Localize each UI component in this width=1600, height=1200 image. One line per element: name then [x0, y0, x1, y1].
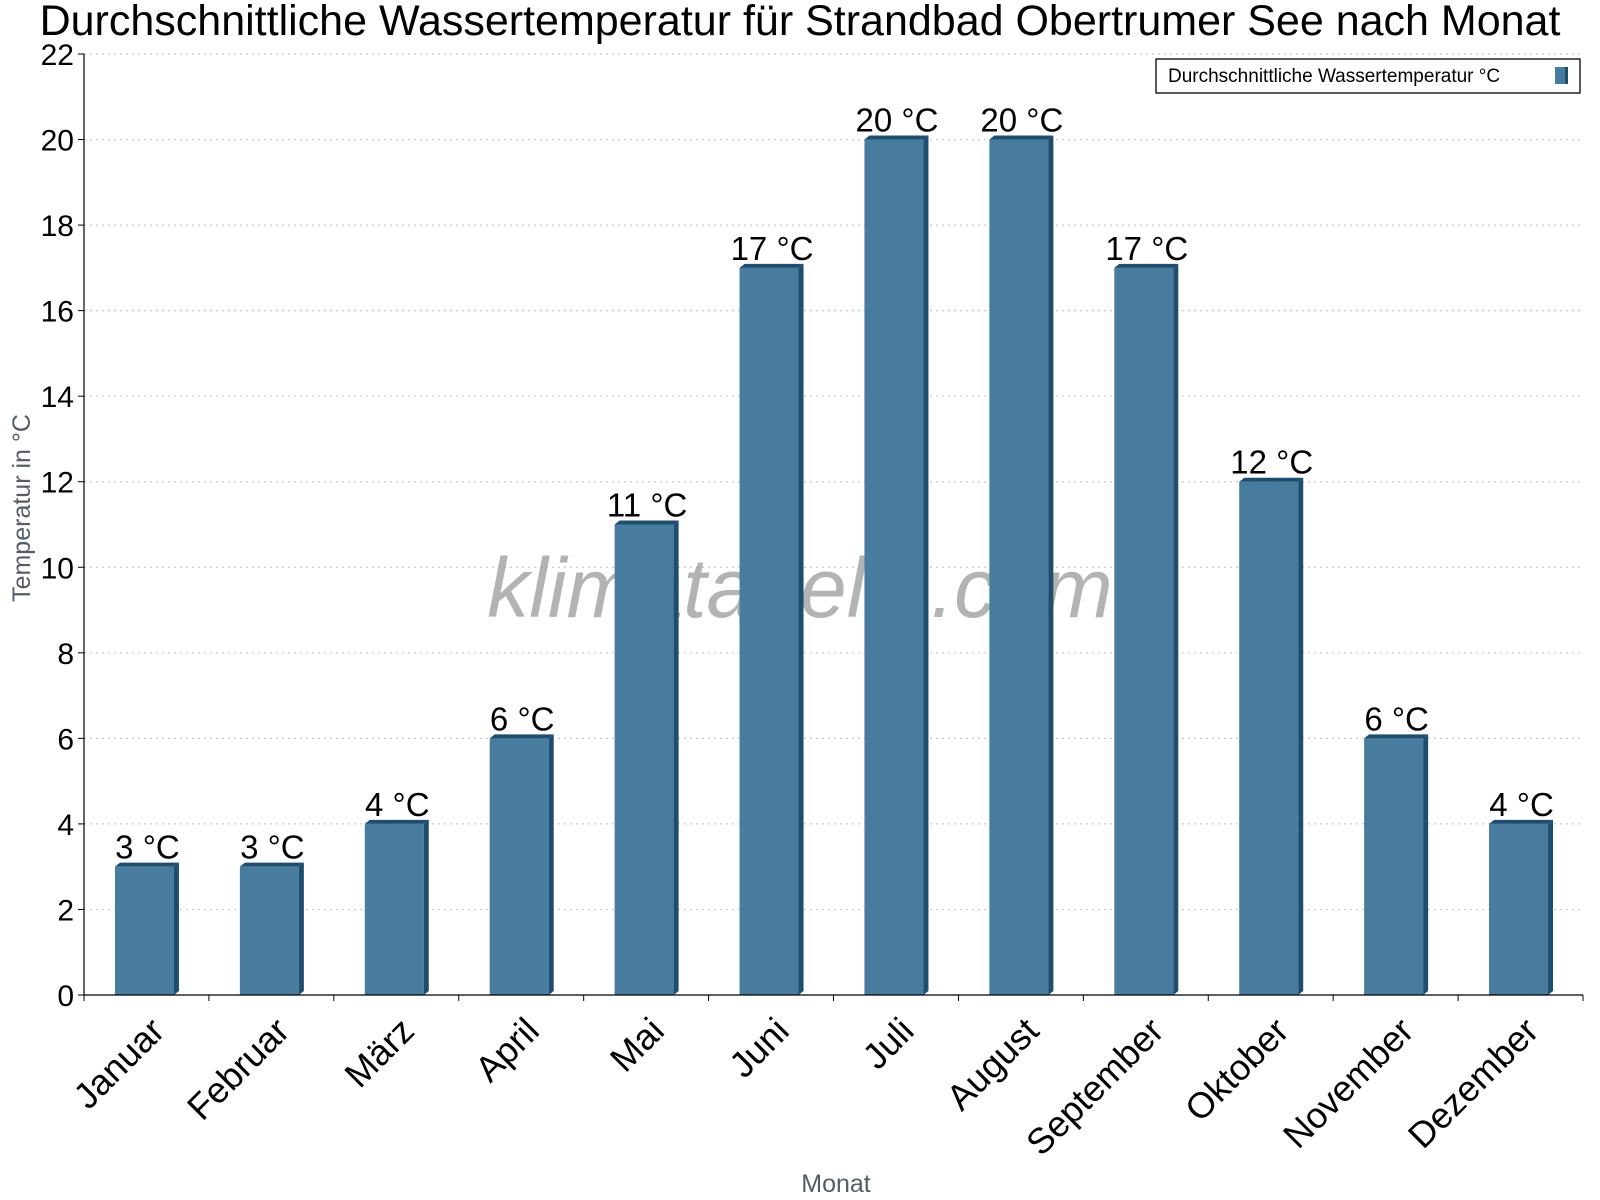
- bar: [614, 520, 679, 995]
- x-tick-label: Juli: [854, 1010, 921, 1077]
- bar: [239, 862, 304, 995]
- data-label: 11 °C: [607, 487, 687, 524]
- bar: [864, 135, 929, 995]
- y-tick-label: 2: [57, 894, 74, 927]
- bar-face: [364, 823, 424, 995]
- x-tick-label: April: [467, 1010, 547, 1090]
- data-label: 4 °C: [365, 786, 430, 823]
- bar-face: [1114, 267, 1174, 995]
- x-tick-label: November: [1275, 1010, 1421, 1156]
- data-label: 3 °C: [115, 829, 180, 866]
- x-tick-label: Juni: [721, 1010, 797, 1086]
- y-tick-label: 12: [41, 467, 74, 500]
- chart-title: Durchschnittliche Wassertemperatur für S…: [40, 0, 1561, 45]
- y-tick-label: 18: [41, 210, 74, 243]
- bar: [1364, 734, 1429, 995]
- y-tick-label: 16: [41, 296, 74, 329]
- y-tick-label: 8: [57, 638, 74, 671]
- bar-face: [239, 866, 299, 995]
- legend: Durchschnittliche Wassertemperatur °C: [1155, 58, 1581, 94]
- data-label: 6 °C: [490, 700, 555, 737]
- bar-top: [239, 862, 304, 867]
- y-tick-label: 22: [41, 39, 74, 72]
- bar: [1114, 263, 1179, 995]
- bar-side: [173, 862, 179, 995]
- bar-face: [864, 139, 924, 995]
- x-tick-label: Februar: [179, 1010, 297, 1128]
- bar: [739, 263, 804, 995]
- y-tick-label: 4: [57, 809, 74, 842]
- bar-top: [614, 520, 679, 525]
- y-tick-label: 14: [41, 381, 74, 414]
- bar: [1489, 819, 1554, 995]
- bar-top: [864, 135, 929, 140]
- x-tick-label: Januar: [65, 1010, 172, 1117]
- bar: [1239, 477, 1304, 995]
- y-tick-label: 6: [57, 723, 74, 756]
- data-label: 3 °C: [240, 829, 305, 866]
- data-labels: 3 °C 3 °C 4 °C 6 °C 11 °C 17 °C 20 °C 20 °C 17 °…: [115, 102, 1554, 866]
- bar-top: [489, 734, 554, 739]
- y-tick-label: 0: [57, 980, 74, 1013]
- data-label: 17 °C: [1105, 230, 1188, 267]
- bar-top: [1489, 819, 1554, 824]
- bar: [114, 862, 179, 995]
- x-tick-label: Oktober: [1177, 1010, 1297, 1130]
- legend-swatch-side: [1565, 67, 1568, 84]
- bar-side: [1423, 734, 1429, 995]
- bar-top: [1114, 263, 1179, 268]
- bar: [989, 135, 1054, 995]
- bar-top: [1364, 734, 1429, 739]
- bar-face: [1364, 738, 1424, 995]
- x-tick-label: Dezember: [1400, 1010, 1546, 1156]
- axes: [78, 53, 1584, 1001]
- bar-top: [114, 862, 179, 867]
- bar-top: [739, 263, 804, 268]
- data-label: 20 °C: [980, 102, 1063, 139]
- x-tick-label: September: [1018, 1010, 1172, 1164]
- bar-face: [1239, 481, 1299, 995]
- bar-face: [114, 866, 174, 995]
- data-label: 17 °C: [731, 230, 814, 267]
- legend-label: Durchschnittliche Wassertemperatur °C: [1168, 66, 1500, 87]
- y-tick-label: 20: [41, 125, 74, 158]
- grid-lines: [84, 53, 1583, 911]
- bar-side: [1548, 819, 1554, 995]
- data-label: 4 °C: [1489, 786, 1554, 823]
- bar-face: [1489, 823, 1549, 995]
- legend-box: [1155, 58, 1581, 94]
- data-label: 20 °C: [856, 102, 939, 139]
- y-tick-label: 10: [41, 552, 74, 585]
- bar: [364, 819, 429, 995]
- x-tick-label: Mai: [602, 1010, 672, 1080]
- bar-side: [298, 862, 304, 995]
- bar-top: [1239, 477, 1304, 482]
- bar-side: [1298, 477, 1304, 995]
- x-tick-label: August: [938, 1010, 1046, 1118]
- bar-face: [989, 139, 1049, 995]
- data-label: 12 °C: [1230, 444, 1313, 481]
- bar-top: [989, 135, 1054, 140]
- x-tick-labels: Januar Februar März April Mai Juni Juli AugustS…: [65, 1010, 1546, 1164]
- y-axis-title: Temperatur in °C: [8, 414, 36, 602]
- x-axis-title: Monat: [801, 1170, 871, 1198]
- bar-side: [923, 135, 929, 995]
- bar-face: [739, 267, 799, 995]
- bar-face: [614, 524, 674, 995]
- bar-side: [673, 520, 679, 995]
- bar-side: [798, 263, 804, 995]
- bar-side: [548, 734, 554, 995]
- bar-top: [364, 819, 429, 824]
- legend-swatch: [1555, 67, 1565, 84]
- x-tick-label: März: [336, 1010, 422, 1096]
- y-tick-labels: 0 2 4 6 8 10 12 14 16 18 20 22: [41, 39, 74, 1013]
- bar-side: [1048, 135, 1054, 995]
- bar-side: [423, 819, 429, 995]
- data-label: 6 °C: [1364, 700, 1429, 737]
- bar: [489, 734, 554, 995]
- bar-face: [489, 738, 549, 995]
- bars: [114, 135, 1554, 995]
- bar-side: [1173, 263, 1179, 995]
